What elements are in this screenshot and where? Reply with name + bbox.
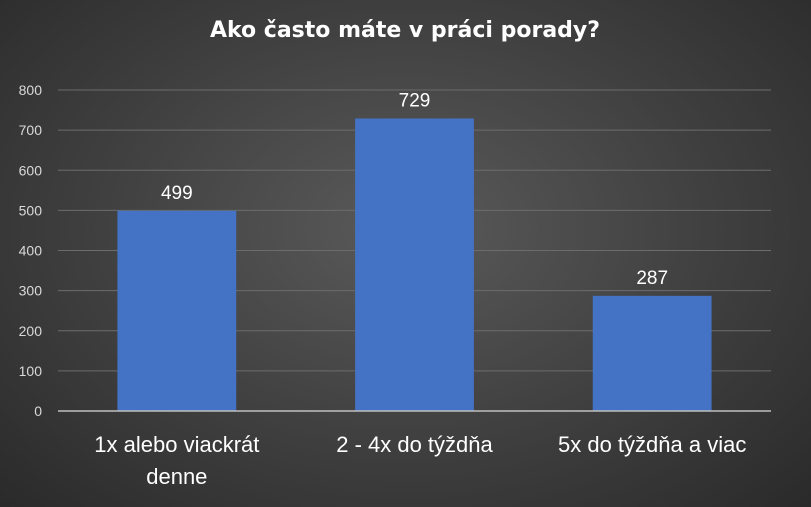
bar bbox=[117, 210, 237, 411]
x-tick-label: 2 - 4x do týždňa bbox=[336, 432, 493, 457]
x-tick-label: 1x alebo viackrát denne bbox=[94, 432, 259, 489]
data-label: 499 bbox=[161, 183, 193, 204]
x-tick-label-line: denne bbox=[146, 464, 207, 489]
x-tick-label-line: 2 - 4x do týždňa bbox=[336, 432, 493, 457]
x-tick-label: 5x do týždňa a viac bbox=[558, 432, 746, 457]
x-tick-label-line: 1x alebo viackrát bbox=[94, 432, 259, 457]
y-tick-label: 0 bbox=[34, 403, 42, 419]
y-tick-label: 300 bbox=[19, 283, 43, 299]
y-tick-label: 400 bbox=[19, 243, 43, 259]
chart-title: Ako často máte v práci porady? bbox=[210, 18, 600, 43]
y-tick-label: 100 bbox=[19, 363, 43, 379]
x-axis: 1x alebo viackrát denne 2 - 4x do týždňa 5x… bbox=[94, 432, 746, 489]
bars bbox=[117, 118, 712, 412]
y-tick-label: 500 bbox=[19, 202, 43, 218]
data-label: 729 bbox=[399, 90, 431, 111]
y-tick-label: 800 bbox=[19, 82, 43, 98]
data-label: 287 bbox=[636, 268, 668, 289]
x-tick-label-line: 5x do týždňa a viac bbox=[558, 432, 746, 457]
y-tick-label: 600 bbox=[19, 162, 43, 178]
bar bbox=[592, 295, 712, 411]
bar bbox=[355, 118, 474, 412]
y-tick-label: 200 bbox=[19, 323, 43, 339]
y-tick-label: 700 bbox=[19, 122, 43, 138]
data-labels: 499 729 287 bbox=[161, 90, 668, 288]
y-axis: 0 100 200 300 400 500 600 700 800 bbox=[19, 82, 43, 419]
